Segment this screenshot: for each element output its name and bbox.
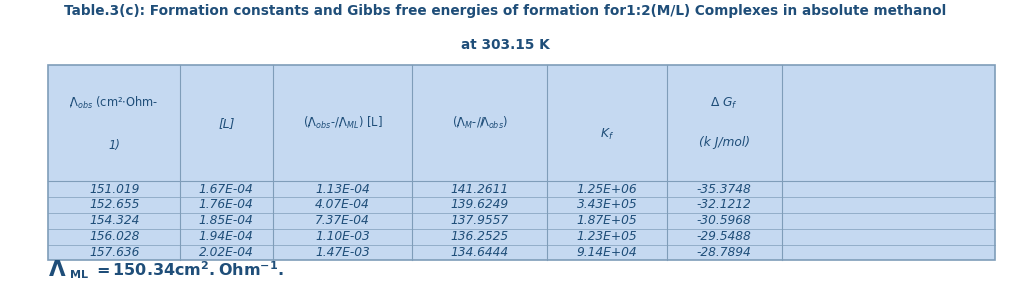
Text: -29.5488: -29.5488 <box>697 230 751 243</box>
Text: 154.324: 154.324 <box>89 214 139 227</box>
Text: -30.5968: -30.5968 <box>697 214 751 227</box>
Text: $\mathbf{_{ML}}$ $\mathbf{=150.34cm^2.Ohm^{-1}.}$: $\mathbf{_{ML}}$ $\mathbf{=150.34cm^2.Oh… <box>69 260 284 281</box>
Text: 1.13E-04: 1.13E-04 <box>315 183 370 196</box>
Text: 157.636: 157.636 <box>89 246 139 259</box>
Text: 1): 1) <box>108 139 120 152</box>
Text: $\mathit{/\!\!\Lambda_{obs}}$ (cm²$\cdot$Ohm-: $\mathit{/\!\!\Lambda_{obs}}$ (cm²$\cdot… <box>70 95 159 111</box>
Text: 7.37E-04: 7.37E-04 <box>315 214 370 227</box>
Text: 1.85E-04: 1.85E-04 <box>199 214 254 227</box>
Text: 2.02E-04: 2.02E-04 <box>199 246 254 259</box>
Text: 141.2611: 141.2611 <box>450 183 509 196</box>
Text: 1.94E-04: 1.94E-04 <box>199 230 254 243</box>
Text: Table.3(c): Formation constants and Gibbs free energies of formation for1:2(M/L): Table.3(c): Formation constants and Gibb… <box>64 4 946 18</box>
Text: 1.10E-03: 1.10E-03 <box>315 230 370 243</box>
Text: $\mathbf{\Lambda}$: $\mathbf{\Lambda}$ <box>48 260 67 280</box>
Text: 152.655: 152.655 <box>89 198 139 211</box>
Text: at 303.15 K: at 303.15 K <box>461 38 549 52</box>
Text: $\mathit{K_f}$: $\mathit{K_f}$ <box>600 127 614 142</box>
Text: (k J/mol): (k J/mol) <box>699 136 749 149</box>
Text: 139.6249: 139.6249 <box>450 198 509 211</box>
Text: 1.87E+05: 1.87E+05 <box>577 214 637 227</box>
Text: $\Delta$ $\mathit{G_f}$: $\Delta$ $\mathit{G_f}$ <box>710 96 738 111</box>
Text: ($\mathit{/\!\!\Lambda_{obs}}$-/$\mathit{/\!\!\Lambda_{ML}}$) [L]: ($\mathit{/\!\!\Lambda_{obs}}$-/$\mathit… <box>303 115 382 131</box>
Text: ($\mathit{/\!\!\Lambda_M}$-/$\mathit{/\!\!\Lambda_{obs}}$): ($\mathit{/\!\!\Lambda_M}$-/$\mathit{/\!… <box>451 115 508 131</box>
Text: [L]: [L] <box>218 117 234 130</box>
Text: 134.6444: 134.6444 <box>450 246 509 259</box>
Text: 136.2525: 136.2525 <box>450 230 509 243</box>
Text: 1.47E-03: 1.47E-03 <box>315 246 370 259</box>
Text: 137.9557: 137.9557 <box>450 214 509 227</box>
Text: 156.028: 156.028 <box>89 230 139 243</box>
Text: 9.14E+04: 9.14E+04 <box>577 246 637 259</box>
Text: -35.3748: -35.3748 <box>697 183 751 196</box>
Text: 1.25E+06: 1.25E+06 <box>577 183 637 196</box>
Text: 1.76E-04: 1.76E-04 <box>199 198 254 211</box>
Text: 4.07E-04: 4.07E-04 <box>315 198 370 211</box>
Text: -32.1212: -32.1212 <box>697 198 751 211</box>
Text: 1.67E-04: 1.67E-04 <box>199 183 254 196</box>
Text: 151.019: 151.019 <box>89 183 139 196</box>
Text: 1.23E+05: 1.23E+05 <box>577 230 637 243</box>
Text: -28.7894: -28.7894 <box>697 246 751 259</box>
Text: 3.43E+05: 3.43E+05 <box>577 198 637 211</box>
